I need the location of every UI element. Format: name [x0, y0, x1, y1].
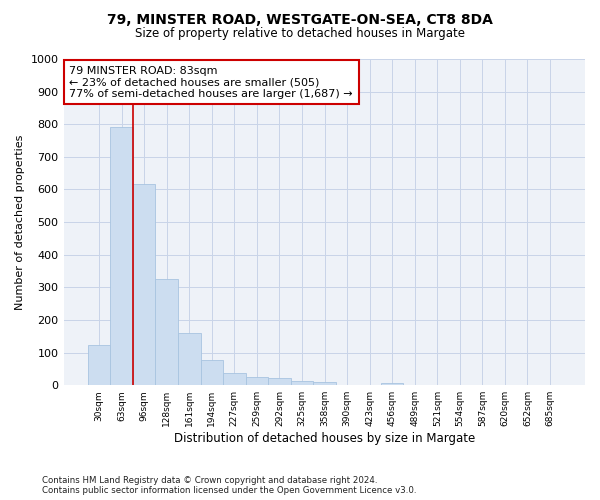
Text: 79, MINSTER ROAD, WESTGATE-ON-SEA, CT8 8DA: 79, MINSTER ROAD, WESTGATE-ON-SEA, CT8 8…: [107, 12, 493, 26]
Bar: [245, 377, 268, 385]
Text: Size of property relative to detached houses in Margate: Size of property relative to detached ho…: [135, 28, 465, 40]
Text: Contains HM Land Registry data © Crown copyright and database right 2024.
Contai: Contains HM Land Registry data © Crown c…: [42, 476, 416, 495]
Bar: [223, 373, 245, 385]
Y-axis label: Number of detached properties: Number of detached properties: [15, 134, 25, 310]
Bar: [268, 378, 291, 385]
Bar: [313, 382, 336, 385]
Bar: [88, 346, 110, 385]
Bar: [110, 126, 133, 385]
Bar: [291, 380, 313, 385]
X-axis label: Distribution of detached houses by size in Margate: Distribution of detached houses by size …: [174, 432, 475, 445]
Bar: [133, 184, 155, 385]
Text: 79 MINSTER ROAD: 83sqm
← 23% of detached houses are smaller (505)
77% of semi-de: 79 MINSTER ROAD: 83sqm ← 23% of detached…: [70, 66, 353, 98]
Bar: [381, 382, 403, 385]
Bar: [155, 278, 178, 385]
Bar: [200, 360, 223, 385]
Bar: [178, 333, 200, 385]
